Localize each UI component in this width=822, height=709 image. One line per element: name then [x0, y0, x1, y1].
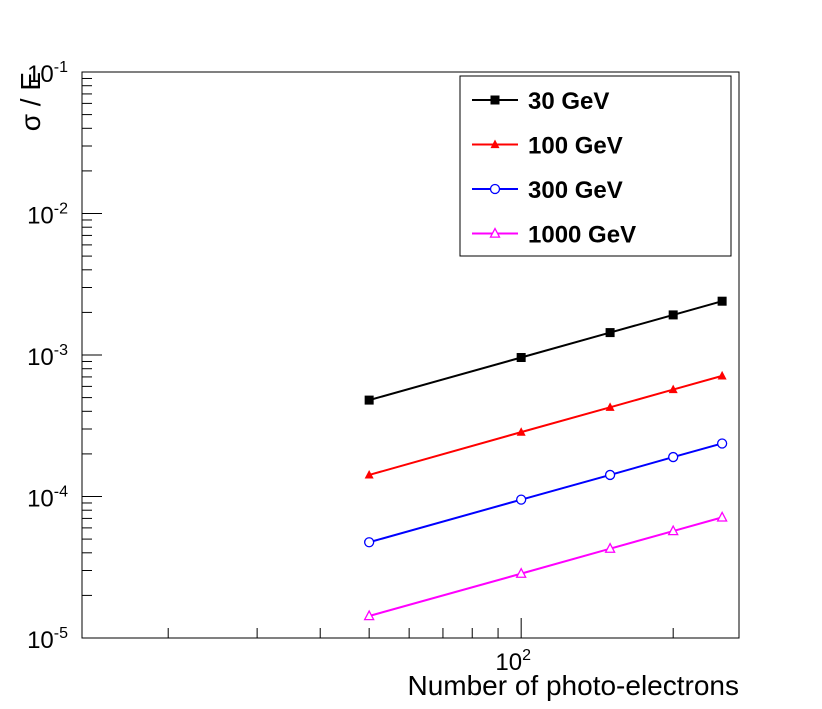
data-point [717, 370, 727, 380]
legend-marker [490, 95, 500, 105]
data-point [668, 451, 679, 463]
data-point [516, 494, 527, 505]
legend-marker [489, 183, 501, 195]
y-tick-label: 10-1 [27, 59, 68, 88]
data-point [605, 402, 615, 411]
data-point [668, 310, 678, 320]
x-tick-label: 102 [495, 647, 531, 676]
series-line [368, 516, 723, 617]
data-point [605, 328, 615, 338]
legend-item: 100 GeV [472, 133, 623, 160]
x-axis-label: Number of photo-electrons [407, 670, 739, 701]
data-point [668, 384, 678, 394]
data-point [364, 470, 374, 479]
y-tick-label: 10-5 [27, 625, 68, 654]
series-100-gev [364, 370, 727, 479]
data-point [364, 395, 374, 405]
legend-marker [489, 227, 501, 238]
legend-label: 300 GeV [528, 177, 623, 204]
legend-item: 1000 GeV [472, 222, 636, 249]
data-point [363, 609, 375, 621]
legend-label: 1000 GeV [528, 222, 636, 249]
legend-label: 30 GeV [528, 88, 609, 115]
series-1000-gev [363, 511, 728, 621]
legend-item: 30 GeV [472, 88, 609, 115]
legend-label: 100 GeV [528, 133, 623, 160]
series-layer [363, 296, 728, 621]
y-axis-label: σ / E [15, 72, 46, 131]
data-point [604, 469, 616, 481]
data-point [716, 511, 728, 522]
y-tick-label: 10-4 [27, 484, 68, 513]
legend-item: 300 GeV [472, 177, 623, 204]
legend-box [459, 75, 732, 257]
series-30-gev [364, 296, 727, 405]
series-300-gev [364, 438, 728, 548]
y-axis-ticks: 10-5 10-4 10-3 10-2 10-1 [27, 59, 102, 654]
data-point [364, 537, 375, 548]
x-axis-ticks: 102 [167, 618, 674, 676]
data-point [717, 296, 727, 306]
data-point [604, 542, 616, 553]
data-point [716, 438, 728, 449]
data-point [515, 567, 527, 578]
y-tick-label: 10-3 [27, 342, 68, 371]
data-point [516, 353, 526, 363]
y-tick-label: 10-2 [27, 201, 68, 230]
data-point [516, 427, 526, 436]
legend: 30 GeV 100 GeV 300 GeV 1000 GeV [459, 75, 732, 257]
legend-items: 30 GeV 100 GeV 300 GeV 1000 GeV [472, 88, 636, 249]
legend-marker [490, 139, 500, 149]
data-point [667, 524, 679, 536]
